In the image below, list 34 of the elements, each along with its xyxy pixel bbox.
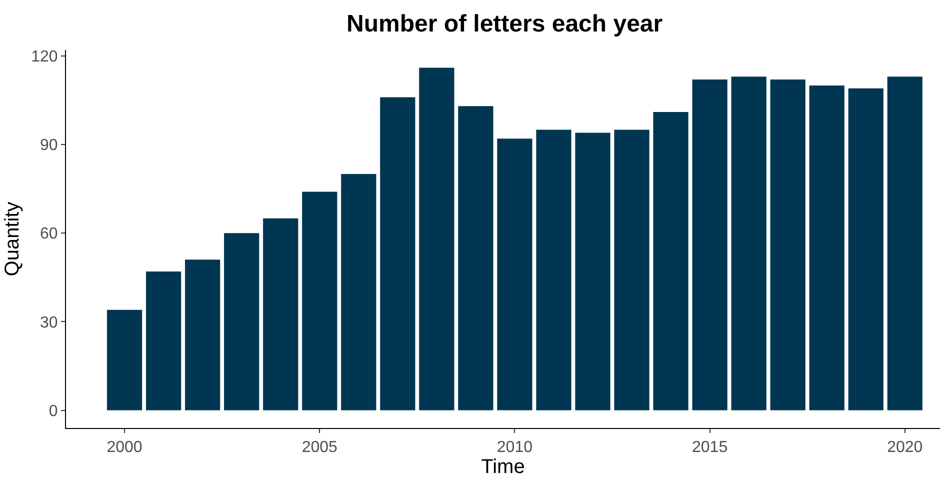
bar [341,174,376,410]
bar [380,97,416,410]
bar [224,233,260,410]
y-tick-label: 90 [40,137,58,154]
y-tick-label: 120 [31,48,58,66]
bar [146,271,182,410]
x-tick-label: 2015 [692,439,728,456]
bar [263,218,298,410]
y-tick-label: 30 [40,314,58,332]
x-tick-label: 2010 [496,439,533,456]
bar [497,138,532,410]
bar [106,310,142,410]
chart-title: Number of letters each year [346,10,663,38]
bar [185,260,220,410]
y-tick-label: 60 [40,226,58,243]
x-tick-label: 2000 [106,439,142,456]
bar [419,68,454,410]
bar [302,192,338,410]
x-tick-label: 2005 [302,439,338,456]
bar [575,132,610,410]
bar [887,76,922,410]
bar [653,112,688,410]
x-tick-label: 2020 [887,439,923,456]
bar [458,106,494,410]
bar [848,88,884,410]
bar [731,76,766,410]
bar [809,85,844,410]
bar [692,80,728,410]
y-tick-label: 0 [48,402,58,420]
bar [614,130,650,410]
y-axis-title: Quantity [2,202,24,276]
bar [536,130,572,410]
bar [770,80,806,410]
x-axis-title: Time [481,456,525,478]
